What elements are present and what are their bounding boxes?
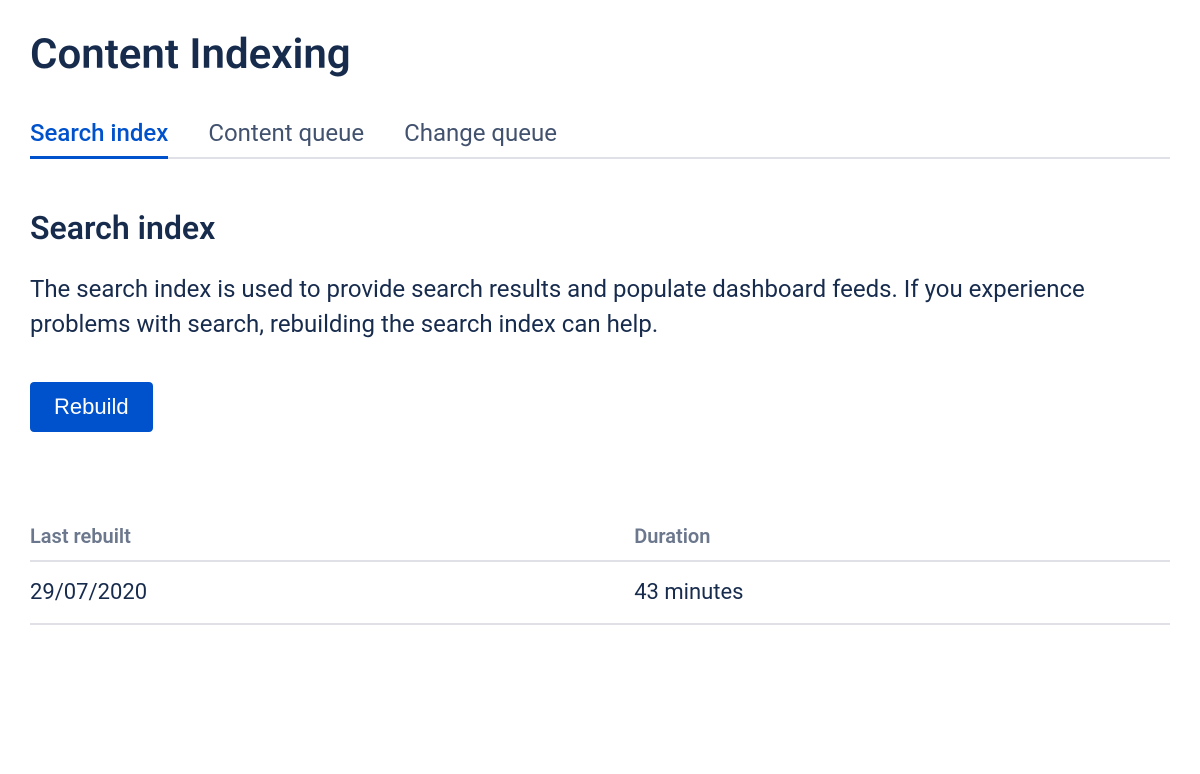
rebuild-info-table: Last rebuilt Duration 29/07/2020 43 minu… <box>30 512 1170 625</box>
table-row: 29/07/2020 43 minutes <box>30 561 1170 624</box>
tabs-container: Search index Content queue Change queue <box>30 119 1170 159</box>
cell-duration: 43 minutes <box>634 561 1170 624</box>
tab-search-index[interactable]: Search index <box>30 119 168 157</box>
tab-change-queue[interactable]: Change queue <box>404 119 557 157</box>
rebuild-button[interactable]: Rebuild <box>30 382 153 432</box>
cell-last-rebuilt: 29/07/2020 <box>30 561 634 624</box>
column-header-last-rebuilt: Last rebuilt <box>30 512 634 561</box>
tab-content-queue[interactable]: Content queue <box>208 119 364 157</box>
column-header-duration: Duration <box>634 512 1170 561</box>
page-title: Content Indexing <box>30 30 1170 79</box>
section-title: Search index <box>30 209 1170 247</box>
section-description: The search index is used to provide sear… <box>30 272 1170 342</box>
